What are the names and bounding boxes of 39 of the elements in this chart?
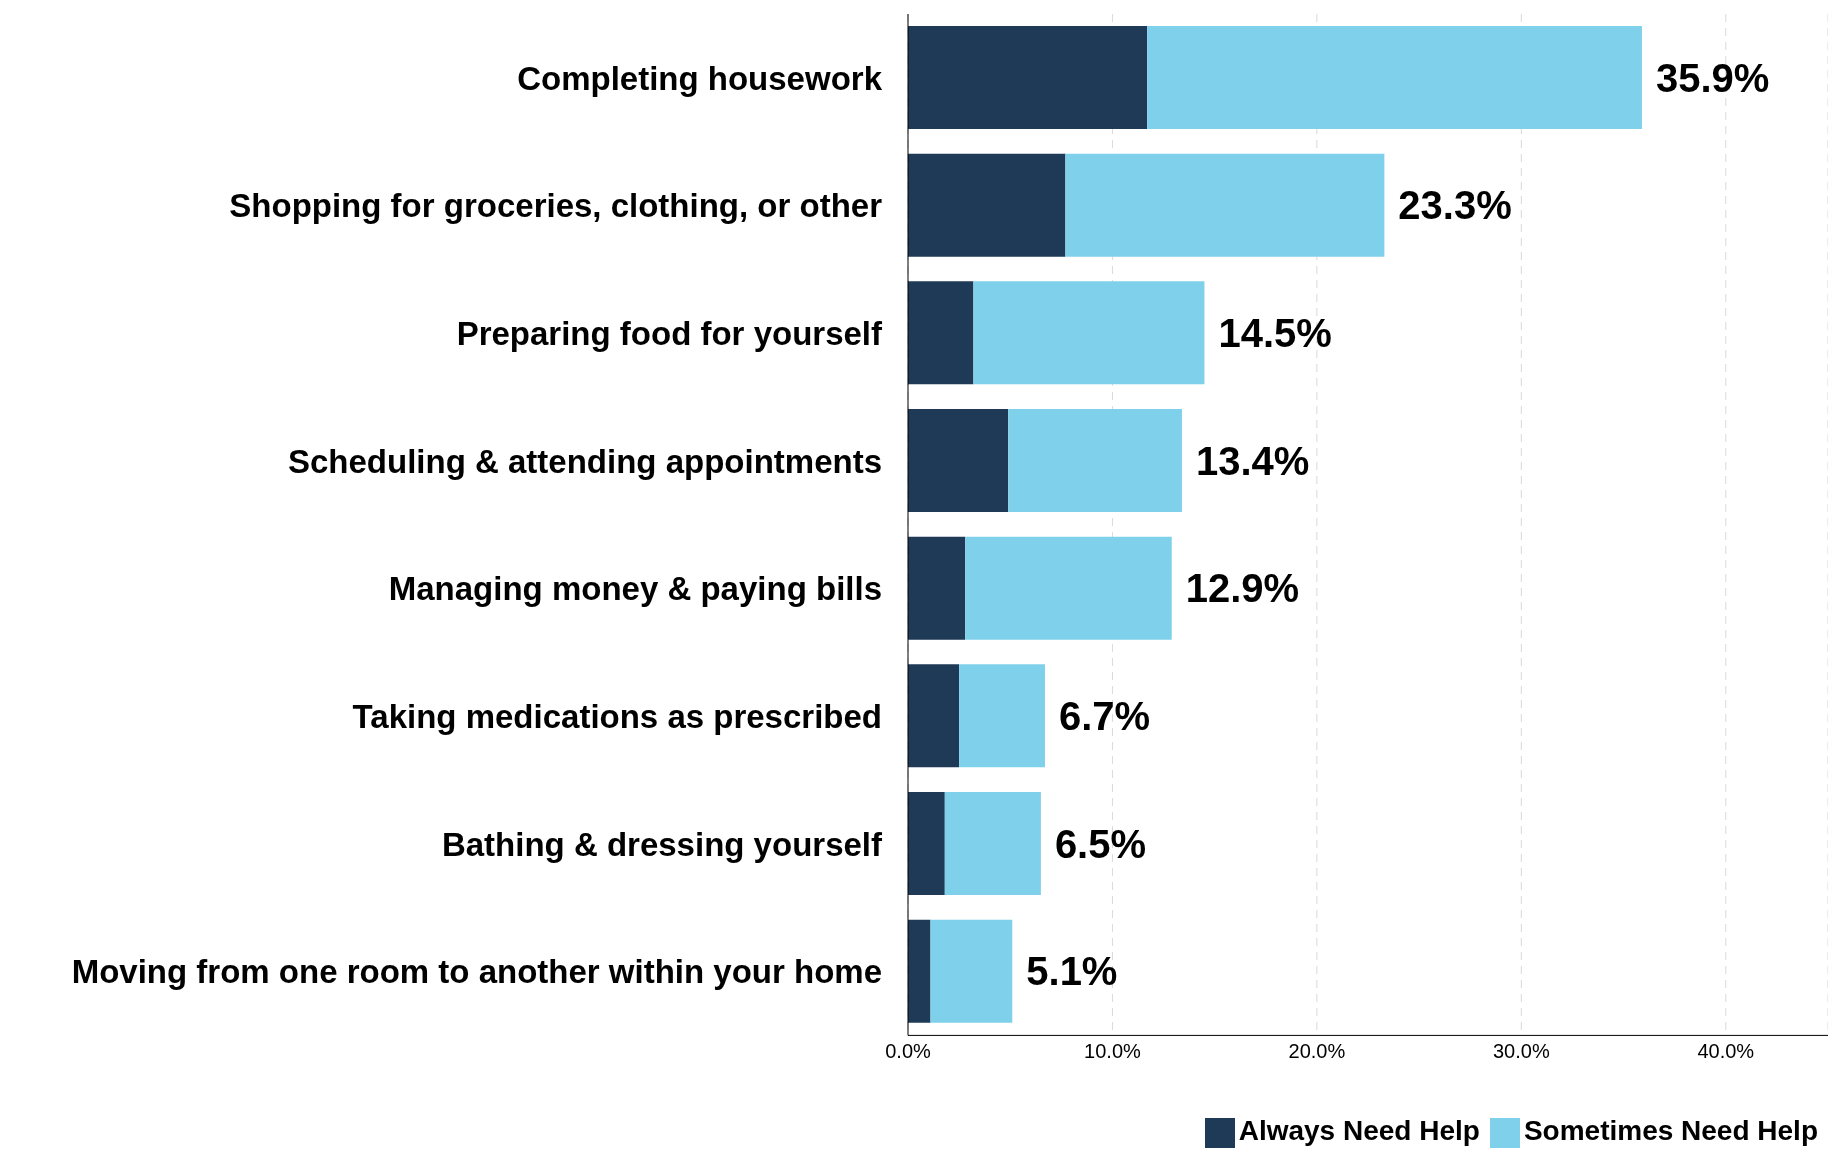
bar — [908, 409, 1009, 513]
y-tick-label: Scheduling & attending appointments — [288, 442, 882, 480]
total-label: 6.7% — [1058, 693, 1151, 738]
x-tick-label: 10.0% — [1084, 1039, 1142, 1062]
bar — [973, 281, 1205, 385]
y-tick-label: Managing money & paying bills — [388, 570, 882, 608]
total-label: 23.3% — [1398, 183, 1512, 228]
legend-label: Always Need Help — [1238, 1115, 1480, 1147]
total-label: 12.9% — [1185, 566, 1300, 611]
y-tick-label: Bathing & dressing yourself — [441, 825, 883, 863]
total-label: 5.1% — [1026, 949, 1118, 994]
bar — [959, 664, 1045, 768]
bar — [1147, 26, 1642, 129]
bar — [908, 536, 966, 640]
total-label: 6.5% — [1054, 821, 1147, 866]
bar — [908, 664, 960, 768]
y-tick-label: Moving from one room to another within your home — [71, 953, 882, 991]
bar — [908, 792, 945, 896]
y-tick-label: Preparing food for yourself — [456, 314, 884, 352]
bar — [944, 792, 1041, 896]
bar — [965, 536, 1172, 640]
x-tick-label: 20.0% — [1288, 1039, 1346, 1062]
x-tick-label: 0.0% — [885, 1039, 932, 1062]
bar — [1065, 153, 1385, 257]
y-tick-label: Completing housework — [517, 59, 883, 97]
bar — [908, 281, 974, 385]
bar — [908, 919, 931, 1023]
x-tick-label: 30.0% — [1492, 1039, 1550, 1062]
bar — [930, 919, 1013, 1023]
bar — [908, 26, 1148, 129]
y-tick-label: Taking medications as prescribed — [352, 697, 882, 735]
bar — [908, 153, 1066, 257]
y-tick-label: Shopping for groceries, clothing, or other — [229, 187, 883, 225]
legend-label: Sometimes Need Help — [1523, 1115, 1818, 1147]
x-tick-label: 40.0% — [1697, 1039, 1755, 1062]
total-label: 14.5% — [1218, 310, 1332, 355]
total-label: 13.4% — [1195, 438, 1310, 483]
bar — [1008, 409, 1182, 513]
total-label: 35.9% — [1655, 55, 1770, 100]
